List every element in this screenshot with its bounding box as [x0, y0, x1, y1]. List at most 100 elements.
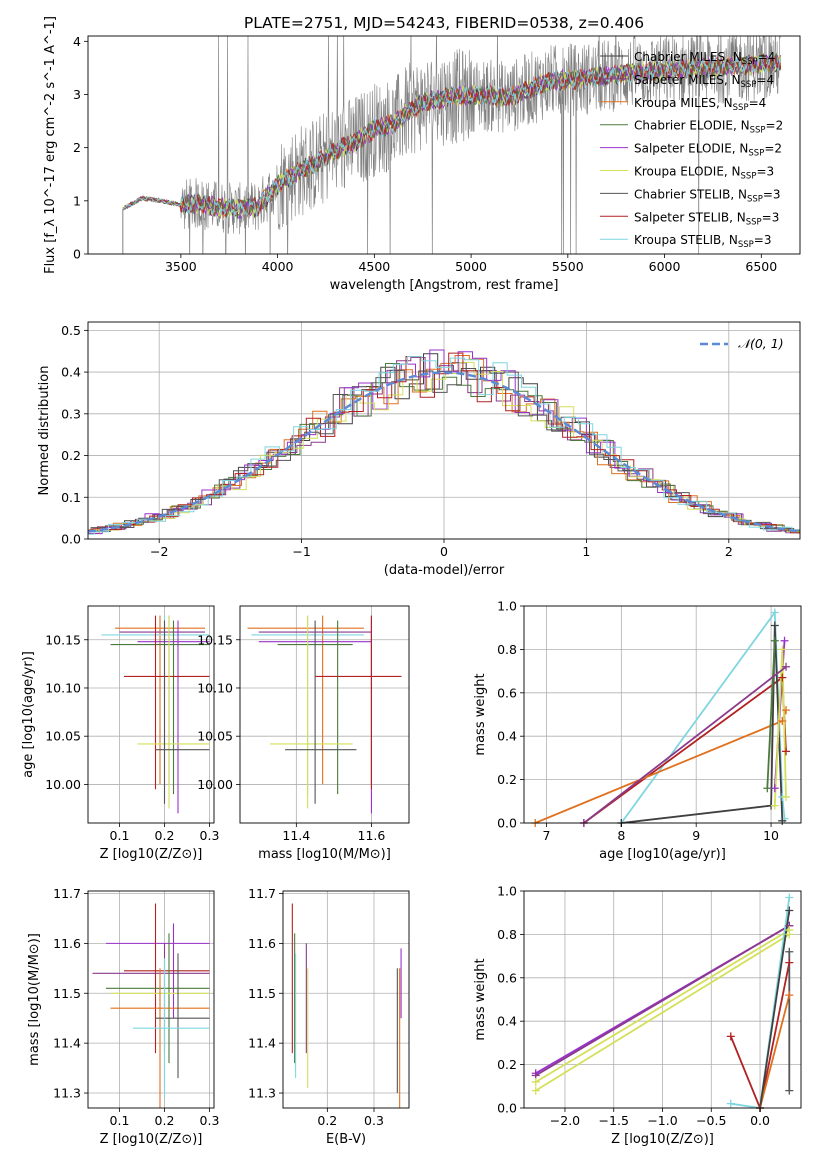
x-tick-label: 5500 [552, 259, 584, 274]
plot-area [291, 903, 402, 1108]
weight-point-marker [782, 792, 791, 801]
weight-point-marker [778, 673, 787, 682]
y-tick-label: 0.2 [61, 448, 81, 463]
weight-point-marker [782, 706, 791, 715]
x-axis-label: E(B-V) [326, 1132, 366, 1147]
legend-sub: SSP [750, 126, 766, 136]
y-tick-label: 0.8 [497, 642, 517, 657]
x-axis-label: mass [log10(M/M⊙)] [258, 847, 391, 862]
x-axis-label: Z [log10(Z/Z⊙)] [100, 1132, 203, 1147]
weight-series-line [621, 625, 784, 823]
legend-name: Chabrier ELODIE, N [634, 119, 750, 133]
axes-frame [87, 605, 215, 824]
legend-sub: SSP [742, 57, 758, 67]
weight-point-marker [770, 621, 779, 630]
weight-vs-metallicity-panel: −2.0 −1.5 −1.0 −0.5 0.0 0.0 0.2 0.4 0.6 0.8 1.0 Z [… [473, 884, 802, 1147]
legend-name: Salpeter ELODIE, N [634, 142, 748, 156]
y-tick-label: 11.5 [248, 986, 276, 1001]
weight-point-marker [763, 784, 772, 793]
x-tick-label: 4000 [262, 259, 294, 274]
y-tick-label: 0.1 [61, 490, 81, 505]
y-tick-label: 0.0 [497, 1101, 517, 1116]
legend-name: Chabrier STELIB, N [634, 187, 747, 201]
y-tick-label: 2 [73, 140, 81, 155]
y-axis-label: mass weight [473, 958, 488, 1040]
legend-value: =3 [762, 210, 780, 224]
y-axis-label: age [log10(age/yr)] [21, 651, 36, 778]
legend-entry: 𝒩(0, 1) [738, 336, 784, 351]
residual-histogram-line [88, 363, 800, 532]
weight-point-marker [770, 608, 779, 617]
normal-curve-line [88, 371, 800, 533]
y-tick-label: 3 [73, 87, 81, 102]
x-tick-label: 4500 [358, 259, 390, 274]
y-tick-label: 0 [73, 247, 81, 262]
legend-name: Chabrier MILES, N [634, 50, 742, 64]
y-tick-label: 10.10 [197, 680, 233, 695]
y-tick-label: 10.00 [197, 777, 233, 792]
weight-point-marker [531, 1086, 540, 1095]
legend-entry: Salpeter STELIB, NSSP=3 [634, 210, 779, 227]
legend-name: Kroupa MILES, N [634, 96, 733, 110]
y-axis-label: Flux [f_λ 10^-17 erg cm^-2 s^-1 A^-1] [43, 16, 58, 274]
weight-series-line [730, 897, 791, 1108]
legend-value: =2 [766, 119, 784, 133]
y-axis-label: Normed distribution [37, 366, 52, 496]
legend-sub: SSP [746, 217, 762, 227]
y-tick-label: 0.5 [61, 323, 81, 338]
x-tick-label: 1 [582, 544, 590, 559]
weight-series-line [766, 640, 776, 789]
x-tick-label: 0.3 [200, 1113, 220, 1128]
x-tick-label: 5000 [455, 259, 487, 274]
y-tick-label: 0.3 [61, 406, 81, 421]
x-axis-label: age [log10(age/yr)] [599, 847, 726, 862]
y-tick-label: 0.6 [497, 970, 517, 985]
legend-value: =4 [749, 96, 767, 110]
weight-point-marker [785, 1086, 794, 1095]
legend-sub: SSP [741, 172, 757, 182]
y-tick-label: 1.0 [497, 884, 517, 899]
legend-entry: Kroupa STELIB, NSSP=3 [634, 233, 772, 250]
y-tick-label: 0.6 [497, 685, 517, 700]
plot-area [92, 903, 210, 1108]
x-tick-label: 0.0 [750, 1113, 770, 1128]
weight-point-marker [785, 906, 794, 915]
y-tick-label: 10.00 [45, 777, 81, 792]
plot-area [122, 36, 782, 254]
legend-value: =2 [764, 142, 782, 156]
residual-distribution-panel: −2 −1 0 1 2 0.0 0.1 0.2 0.3 0.4 0.5 (data-model)/er… [37, 321, 801, 578]
x-tick-label: 8 [617, 828, 625, 843]
plot-area [247, 615, 402, 814]
mass-vs-metallicity-panel: 0.1 0.2 0.3 11.3 11.4 11.5 11.6 11.7 Z [log10(Z/… [27, 886, 219, 1147]
legend-name: Salpeter MILES, N [634, 73, 741, 87]
legend-sub: SSP [747, 194, 763, 204]
y-tick-label: 0.8 [497, 927, 517, 942]
residual-histogram-line [88, 361, 800, 533]
y-tick-label: 11.4 [53, 1036, 81, 1051]
x-axis-label: Z [log10(Z/Z⊙)] [100, 847, 203, 862]
y-tick-label: 11.4 [248, 1036, 276, 1051]
y-tick-label: 4 [73, 34, 81, 49]
y-tick-label: 11.7 [53, 886, 81, 901]
plot-area [101, 615, 210, 814]
y-tick-label: 11.3 [53, 1086, 81, 1101]
x-axis-label: (data-model)/error [384, 563, 505, 578]
weight-point-marker [785, 893, 794, 902]
y-tick-label: 10.15 [197, 632, 233, 647]
legend-value: =4 [758, 50, 776, 64]
weight-series-line [759, 910, 791, 1108]
x-tick-label: −1.0 [647, 1113, 677, 1128]
weight-point-marker [778, 645, 787, 654]
x-tick-label: 6000 [649, 259, 681, 274]
x-tick-label: 7 [542, 828, 550, 843]
x-tick-label: −2.0 [550, 1113, 580, 1128]
axes-frame [87, 890, 215, 1109]
y-tick-label: 1.0 [497, 599, 517, 614]
x-tick-label: −2 [150, 544, 168, 559]
weight-point-marker [785, 991, 794, 1000]
weight-point-marker [726, 1099, 735, 1108]
legend-sub: SSP [733, 103, 749, 113]
x-tick-label: 0.2 [317, 1113, 337, 1128]
y-tick-label: 11.6 [53, 936, 81, 951]
